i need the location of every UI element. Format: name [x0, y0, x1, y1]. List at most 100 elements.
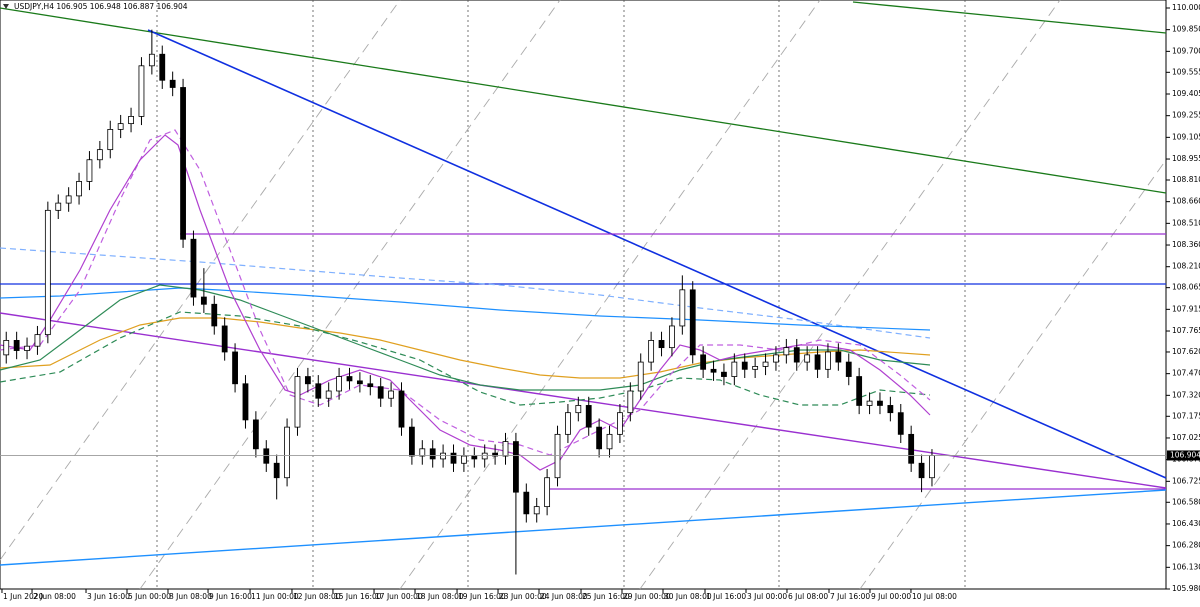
candle-body [356, 380, 363, 385]
candle-body [24, 345, 30, 351]
y-tick-label: 107.620 [1172, 347, 1200, 356]
y-tick-label: 108.955 [1172, 154, 1200, 163]
candle-body [533, 506, 540, 515]
candle-body [596, 426, 603, 450]
x-tick-label: 3 Jun 16:00 [87, 592, 130, 601]
candle-body [585, 405, 592, 428]
y-tick-label: 107.915 [1172, 304, 1200, 313]
candle-body [700, 354, 707, 370]
candle-body [793, 347, 800, 363]
x-tick-label: 25 Jun 16:00 [582, 592, 630, 601]
candle-body [856, 376, 863, 406]
x-tick-label: 30 Jun 08:00 [664, 592, 712, 601]
fan-lines [0, 0, 1167, 590]
y-tick-label: 108.210 [1172, 262, 1200, 271]
candle-body [658, 340, 665, 349]
candle-body [773, 354, 779, 363]
candle-body [117, 123, 124, 130]
candle-body [408, 426, 415, 457]
candle-body [315, 383, 322, 399]
candle-body [86, 159, 93, 182]
candle-body [159, 53, 166, 81]
candle-body [554, 433, 561, 479]
y-tick-label: 107.175 [1172, 411, 1200, 420]
candle-body [252, 419, 259, 450]
candle-body [388, 390, 394, 399]
y-tick-label: 107.470 [1172, 369, 1200, 378]
candle-body [481, 452, 488, 460]
candle-body [762, 361, 769, 367]
candle-body [44, 209, 51, 336]
x-tick-label: 19 Jun 16:00 [458, 592, 506, 601]
candle-body [918, 462, 925, 479]
candle-body [273, 462, 280, 479]
drawn-objects [0, 1, 1167, 566]
candle-body [304, 376, 311, 385]
candle-body [325, 390, 332, 399]
candle-body [294, 376, 301, 428]
candle-body [513, 441, 519, 493]
candle-body [648, 340, 655, 363]
candle-body [419, 448, 426, 457]
candle-body [221, 325, 228, 353]
x-tick-label: 17 Jun 00:00 [375, 592, 423, 601]
y-tick-label: 107.765 [1172, 326, 1200, 335]
y-tick-label: 107.320 [1172, 390, 1200, 399]
candle-body [336, 376, 342, 392]
y-tick-label: 106.430 [1172, 519, 1200, 528]
y-tick-label: 109.850 [1172, 25, 1200, 34]
candle-body [450, 452, 457, 464]
candle-body [565, 412, 571, 435]
x-tick-label: 3 Jul 00:00 [747, 592, 787, 601]
candle-body [284, 426, 290, 479]
candles [3, 29, 935, 575]
candle-body [242, 383, 249, 421]
x-tick-label: 15 Jun 16:00 [334, 592, 382, 601]
candle-body [606, 433, 613, 450]
x-tick-label: 18 Jun 08:00 [416, 592, 464, 601]
x-tick-label: 23 Jun 00:00 [499, 592, 547, 601]
candle-body [669, 325, 675, 349]
candle-body [398, 390, 405, 428]
moving-averages [0, 129, 931, 471]
candle-body [367, 383, 374, 388]
candle-body [429, 448, 436, 460]
y-tick-label: 108.360 [1172, 240, 1200, 249]
candle-body [929, 455, 935, 479]
candle-body [96, 149, 103, 161]
candle-body [55, 202, 62, 211]
x-tick-label: 10 Jul 08:00 [912, 592, 957, 601]
y-tick-label: 108.810 [1172, 175, 1200, 184]
candle-body [866, 400, 873, 406]
candle-body [637, 361, 644, 392]
y-tick-label: 109.105 [1172, 132, 1200, 141]
y-tick-label: 105.980 [1172, 584, 1200, 593]
candle-body [232, 351, 238, 385]
candle-body [148, 53, 155, 67]
candle-body [471, 455, 478, 460]
x-tick-label: 1 Jun 2020 [3, 592, 44, 601]
x-tick-label: 12 Jun 08:00 [293, 592, 341, 601]
candle-body [804, 354, 811, 363]
y-tick-label: 108.660 [1172, 197, 1200, 206]
y-tick-label: 106.130 [1172, 562, 1200, 571]
x-tick-label: 6 Jul 08:00 [788, 592, 828, 601]
x-tick-label: 5 Jun 00:00 [128, 592, 171, 601]
candle-body [346, 376, 353, 382]
candle-body [814, 354, 821, 370]
candle-body [34, 334, 41, 347]
x-tick-label: 11 Jun 00:00 [251, 592, 299, 601]
candle-body [845, 361, 852, 377]
x-tick-label: 1 Jul 16:00 [706, 592, 746, 601]
candle-body [523, 491, 530, 515]
candle-body [731, 361, 738, 377]
candle-body [13, 340, 20, 351]
candle-body [721, 371, 727, 377]
candle-body [461, 455, 467, 464]
candle-body [689, 289, 696, 356]
candle-body [897, 412, 904, 435]
y-tick-label: 106.725 [1172, 476, 1200, 485]
y-tick-label: 109.555 [1172, 67, 1200, 76]
x-tick-label: 24 Jun 08:00 [540, 592, 588, 601]
candle-body [825, 351, 831, 370]
